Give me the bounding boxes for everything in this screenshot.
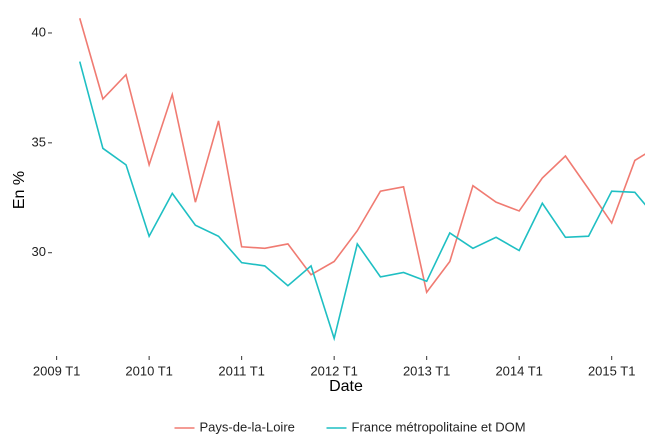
plot-area [78,18,645,342]
x-tick-label: 2012 T1 [310,363,357,378]
line-series [78,18,645,295]
x-tick-label: 2009 T1 [33,363,80,378]
line-series [78,61,645,342]
x-tick-label: 2015 T1 [588,363,635,378]
legend-label: Pays-de-la-Loire [200,419,295,434]
y-axis-title: En % [11,171,28,209]
x-tick-label: 2010 T1 [125,363,172,378]
x-tick-label: 2014 T1 [495,363,542,378]
x-tick-label: 2011 T1 [218,363,265,378]
x-axis-title: Date [329,378,363,395]
y-tick-label: 30 [32,244,46,259]
y-tick-label: 40 [32,24,46,39]
y-tick-label: 35 [32,134,46,149]
x-tick-label: 2013 T1 [403,363,450,378]
legend-label: France métropolitaine et DOM [352,419,526,434]
